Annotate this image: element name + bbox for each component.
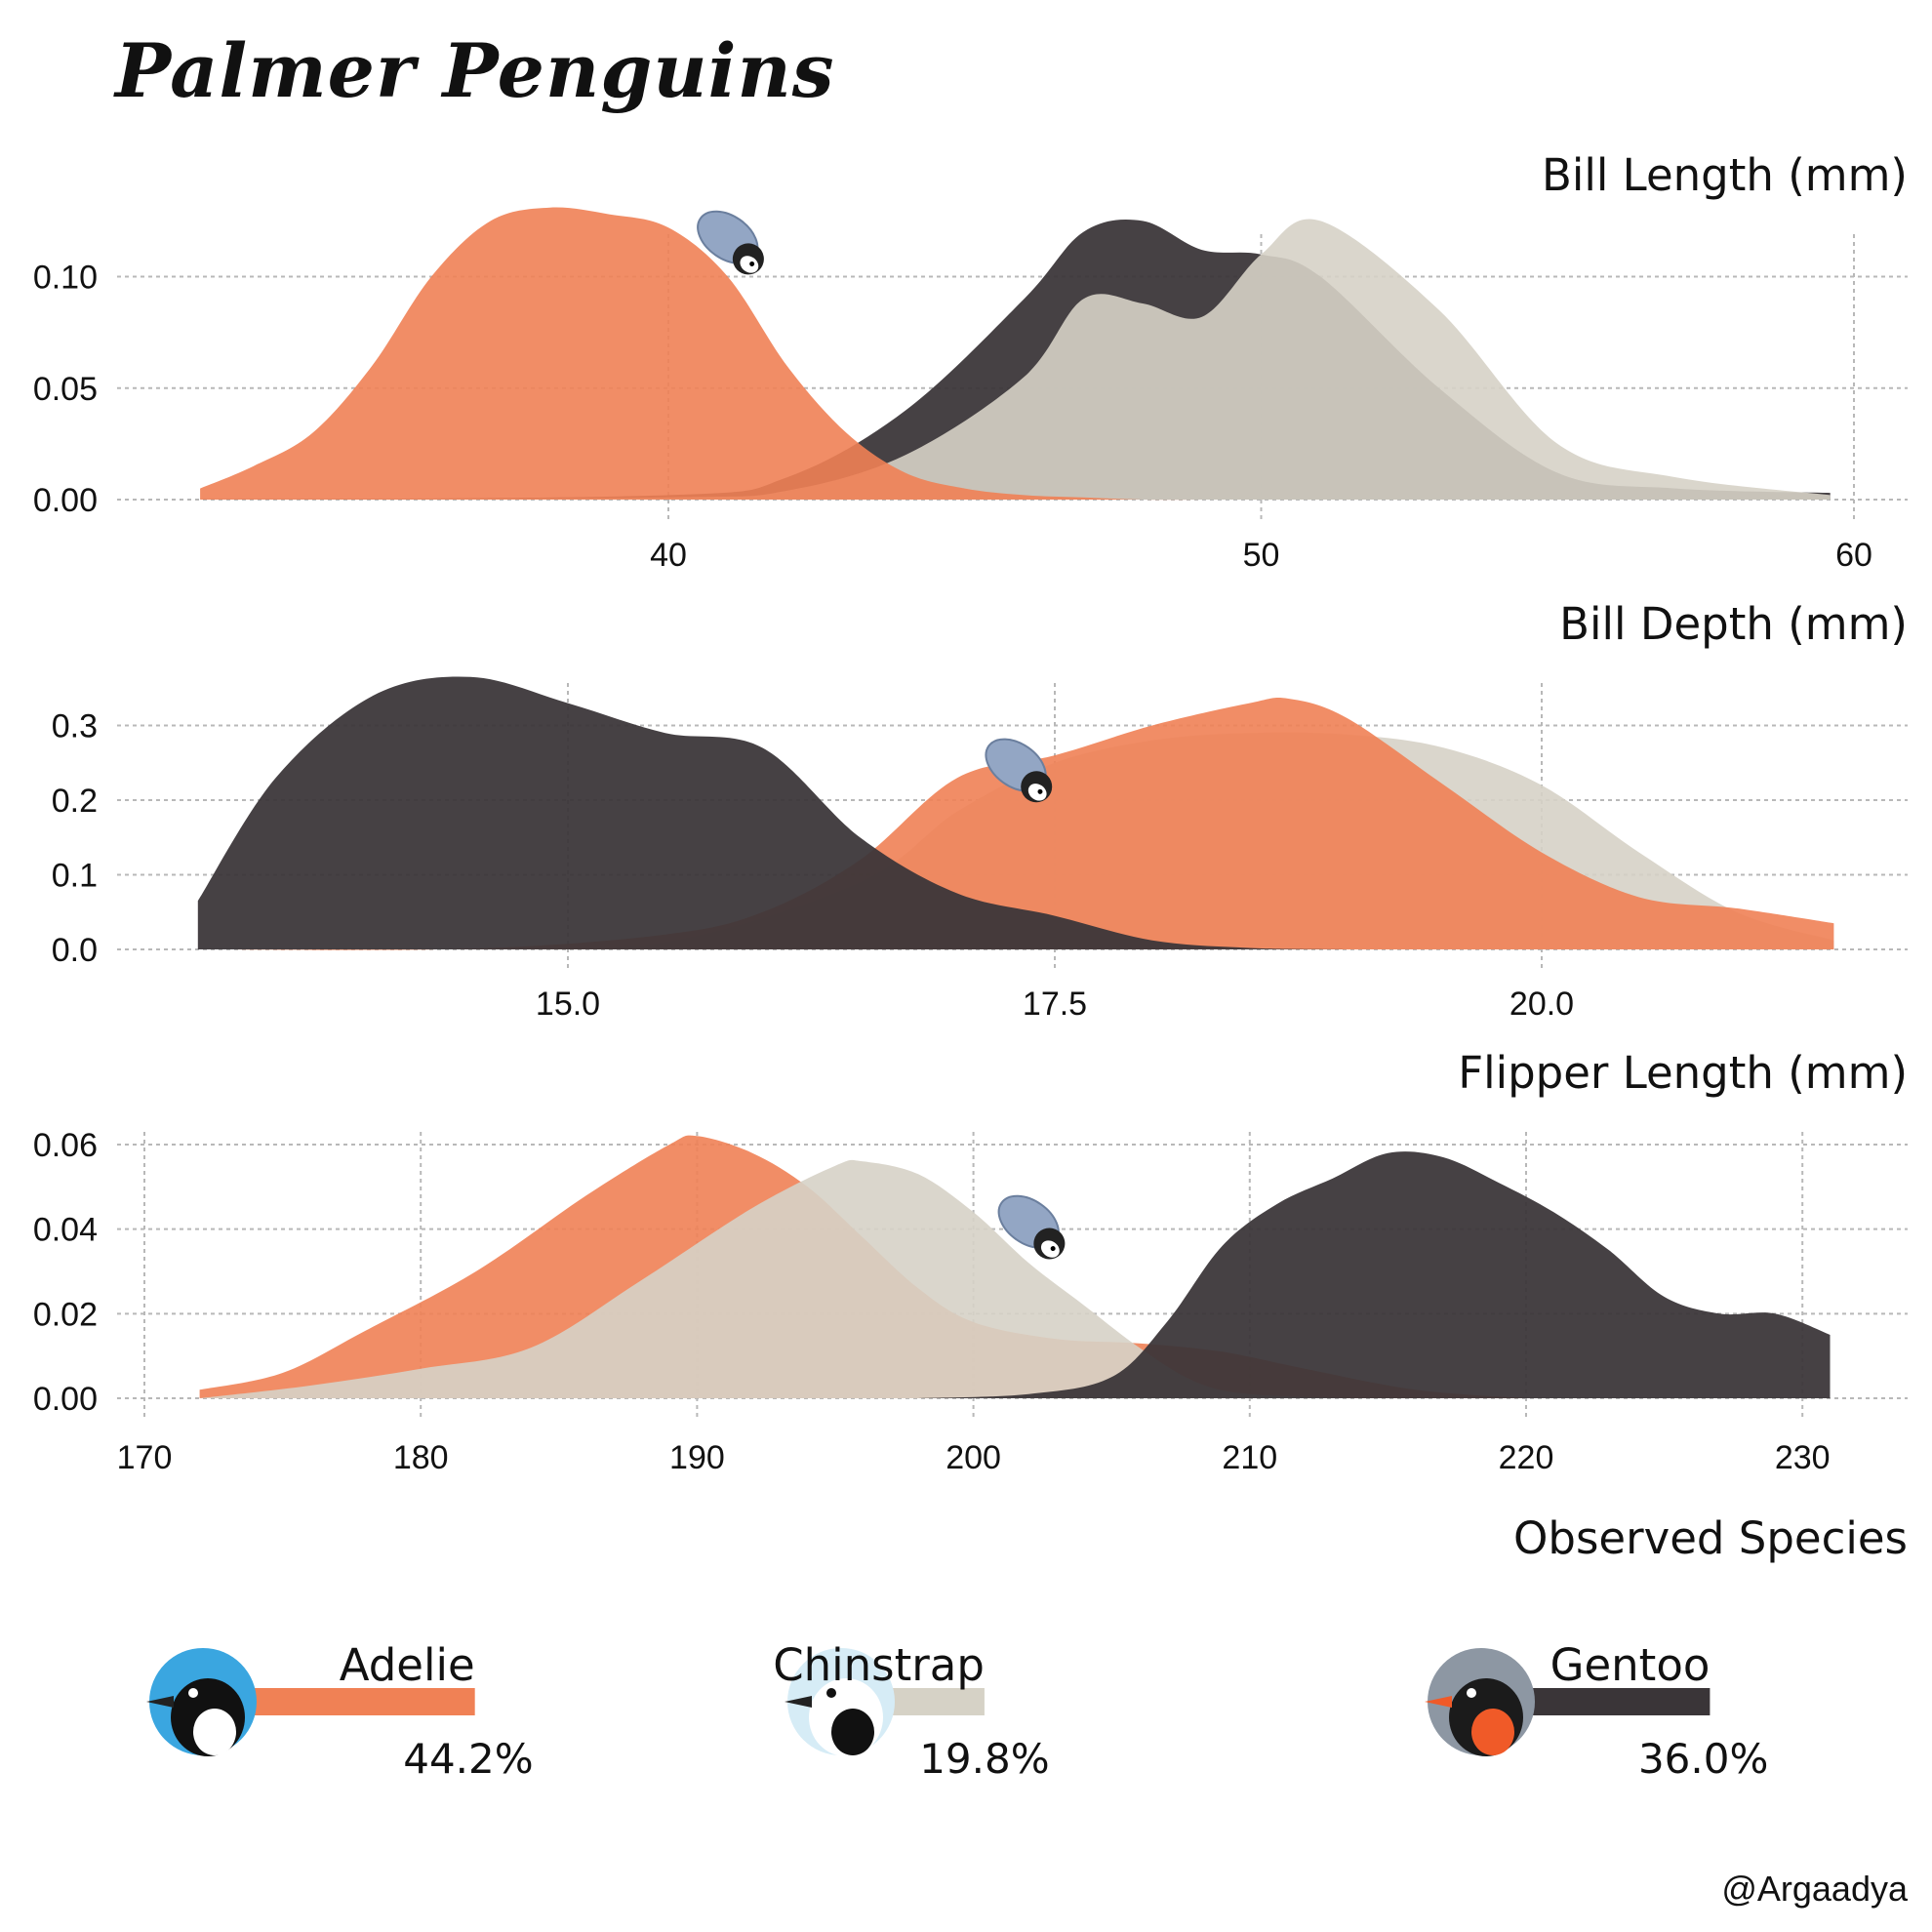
penguin-chick-icon [997, 1194, 1066, 1260]
density-area-adelie [200, 207, 1262, 501]
y-tick-label: 0.02 [33, 1296, 98, 1333]
density-area-adelie [197, 698, 1834, 950]
penguin-chick-icon [697, 210, 764, 275]
density-panel-3: Flipper Length (mm) 0.00 0.02 0.04 0.06 170 18… [33, 1047, 1908, 1476]
x-tick-label: 17.5 [1023, 986, 1087, 1023]
credit-label: @Argaadya [1721, 1869, 1909, 1909]
y-tick-label: 0.1 [52, 858, 98, 895]
density-panel-1: Bill Length (mm) 0.00 0.05 0.10 40 50 60 [33, 149, 1908, 574]
x-tick-label: 170 [117, 1439, 173, 1476]
species-name-label: Chinstrap [773, 1639, 985, 1691]
density-panel-2: Bill Depth (mm) 0.0 0.1 0.2 0.3 15.0 17.5 20.0 [52, 598, 1908, 1023]
species-item-chinstrap: Chinstrap 19.8% [773, 1639, 1049, 1783]
gentoo-photo-icon [1425, 1648, 1535, 1756]
species-name-label: Adelie [340, 1639, 475, 1691]
x-tick-label: 220 [1499, 1439, 1554, 1476]
x-tick-label: 20.0 [1509, 986, 1574, 1023]
y-tick-label: 0.00 [33, 1381, 98, 1418]
species-percent-label: 19.8% [919, 1735, 1049, 1783]
species-name-label: Gentoo [1550, 1639, 1711, 1691]
species-section-title: Observed Species [1513, 1512, 1908, 1564]
x-tick-label: 200 [946, 1439, 1001, 1476]
penguin-chick-icon [985, 738, 1053, 803]
x-tick-label: 15.0 [536, 986, 600, 1023]
page-title: Palmer Penguins [115, 27, 835, 114]
species-item-adelie: Adelie 44.2% [146, 1639, 534, 1783]
adelie-photo-icon [146, 1648, 257, 1756]
panel-title: Flipper Length (mm) [1458, 1047, 1908, 1099]
density-area-gentoo [918, 1151, 1831, 1398]
species-share-bar [880, 1688, 985, 1715]
chinstrap-photo-icon [785, 1648, 895, 1756]
y-tick-label: 0.2 [52, 783, 98, 820]
species-share-bar [1520, 1688, 1711, 1715]
species-share-bar [242, 1688, 475, 1715]
x-tick-label: 210 [1222, 1439, 1277, 1476]
species-percent-label: 44.2% [403, 1735, 533, 1783]
density-area-chinstrap [200, 219, 1831, 500]
x-tick-label: 230 [1775, 1439, 1831, 1476]
panel-title: Bill Depth (mm) [1559, 598, 1908, 650]
y-tick-label: 0.3 [52, 708, 98, 745]
y-tick-label: 0.00 [33, 482, 98, 519]
panel-title: Bill Length (mm) [1542, 149, 1908, 201]
y-tick-label: 0.04 [33, 1212, 98, 1249]
density-area-gentoo [197, 676, 1348, 949]
density-area-chinstrap [199, 1159, 1361, 1398]
y-tick-label: 0.06 [33, 1127, 98, 1164]
x-tick-label: 40 [650, 537, 687, 574]
x-tick-label: 50 [1243, 537, 1280, 574]
y-tick-label: 0.05 [33, 371, 98, 408]
x-tick-label: 180 [393, 1439, 449, 1476]
y-tick-label: 0.0 [52, 932, 98, 969]
species-item-gentoo: Gentoo 36.0% [1425, 1639, 1768, 1783]
y-tick-label: 0.10 [33, 260, 98, 297]
species-percent-label: 36.0% [1638, 1735, 1768, 1783]
x-tick-label: 190 [669, 1439, 725, 1476]
x-tick-label: 60 [1835, 537, 1872, 574]
